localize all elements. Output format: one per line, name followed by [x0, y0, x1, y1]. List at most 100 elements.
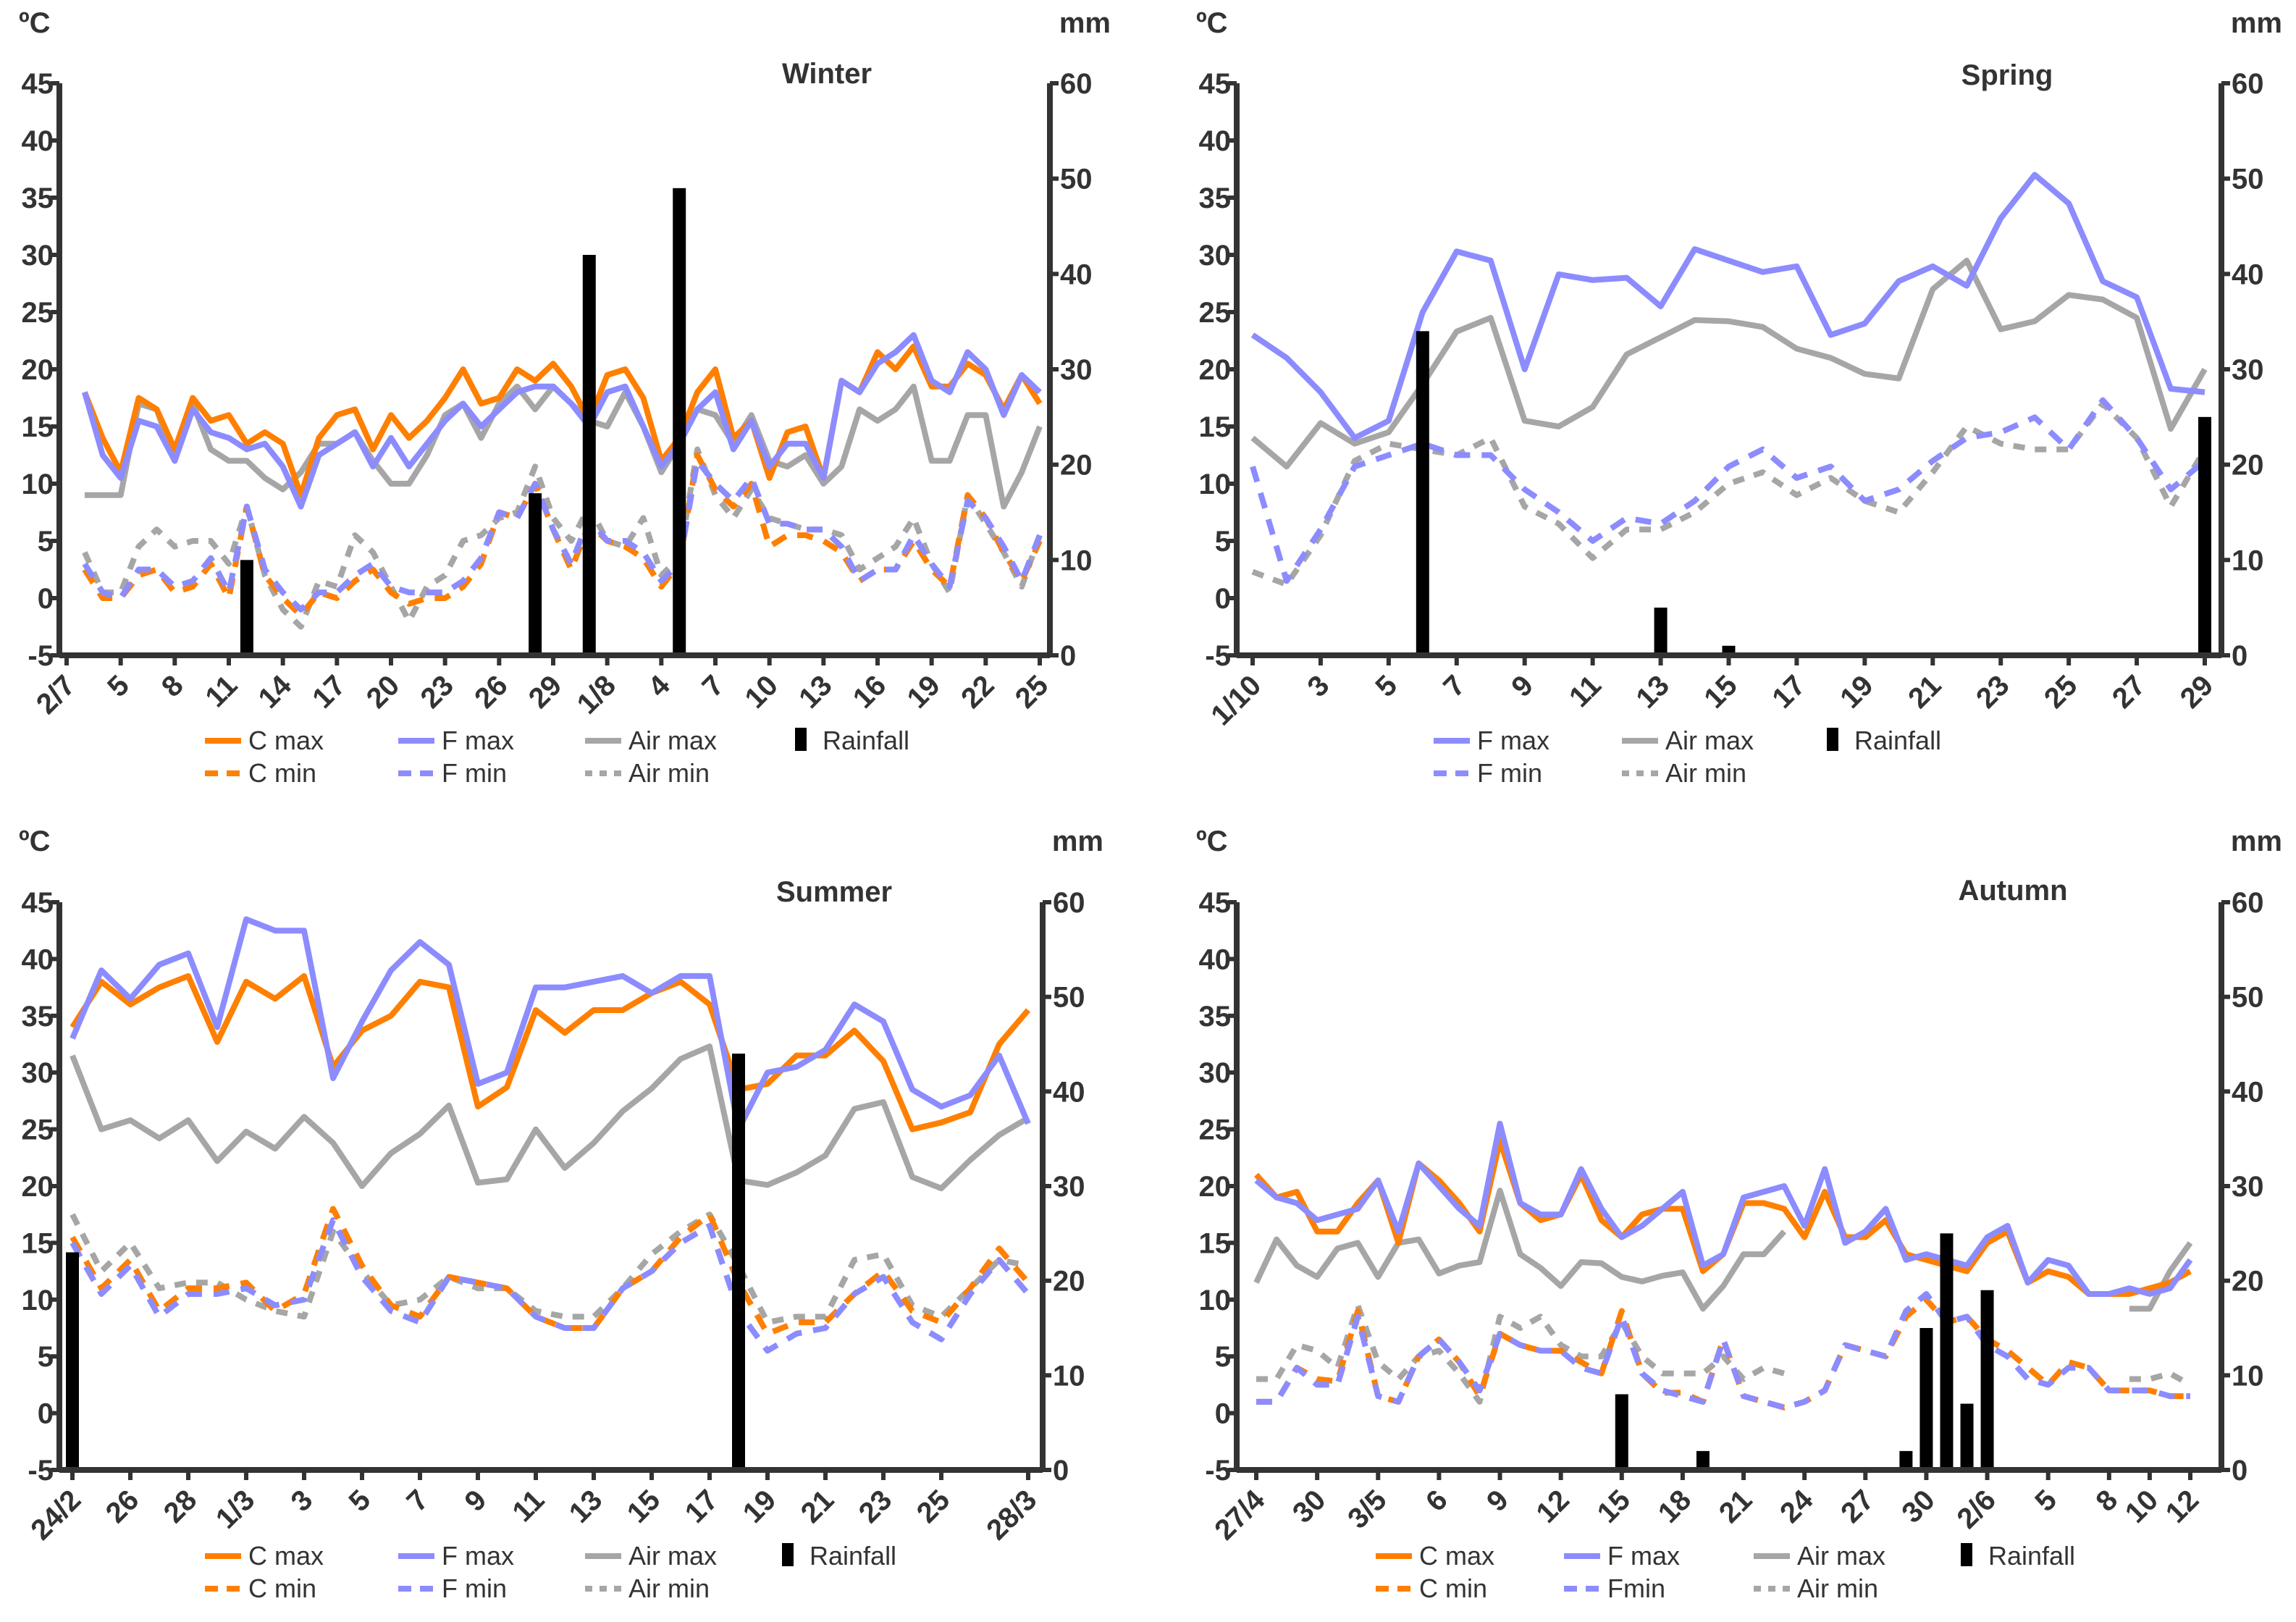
y-tick-label-left: 45: [1199, 68, 1232, 100]
series-line-f-min: [1250, 397, 2207, 584]
y-axis-label-left: ºC: [1196, 7, 1228, 39]
legend-label: F max: [442, 1541, 514, 1571]
y-tick-label-left: -5: [1205, 640, 1231, 672]
legend-item-f-min: F min: [1434, 758, 1542, 788]
series-line-f-max: [70, 916, 1031, 1133]
legend-item-c-max: C max: [205, 1541, 324, 1571]
legend-item-c-min: C min: [205, 758, 316, 788]
x-tick-label: 19: [737, 1484, 783, 1529]
series-line-c-max: [70, 972, 1031, 1133]
y-tick-label-right: 30: [1053, 1171, 1085, 1203]
chart-title: Summer: [776, 876, 892, 908]
legend-label: C min: [248, 1573, 316, 1603]
x-tick-label: 17: [1766, 669, 1812, 715]
rainfall-bar: [1919, 1328, 1933, 1470]
y-tick-label-right: 40: [2232, 1076, 2264, 1108]
legend-item-rain: Rainfall: [1961, 1541, 2075, 1571]
x-tick-label: 12: [2160, 1484, 2205, 1529]
y-tick-label-left: 45: [22, 68, 54, 100]
series-line-f-max: [82, 332, 1042, 510]
y-tick-label-right: 10: [1060, 545, 1093, 576]
y-tick-label-right: 30: [2232, 354, 2264, 386]
x-tick-label: 21: [1902, 669, 1948, 715]
legend-item-air-min: Air min: [1622, 758, 1746, 788]
x-tick-label: 3/5: [1342, 1484, 1392, 1534]
legend-item-air-max: Air max: [585, 1541, 717, 1571]
legend-label: C max: [248, 726, 324, 755]
legend-item-air-max: Air max: [1622, 726, 1754, 755]
y-tick-label-right: 20: [2232, 1266, 2264, 1298]
legend-item-c-min: C min: [1376, 1573, 1487, 1603]
series-line-air-min: [1256, 1302, 1786, 1405]
x-tick-label: 18: [1652, 1484, 1698, 1529]
legend-label: Rainfall: [823, 726, 909, 755]
x-tick-label: 13: [563, 1484, 609, 1529]
y-tick-label-left: 0: [38, 583, 54, 615]
x-tick-label: 11: [1563, 669, 1607, 713]
x-tick-label: 30: [1287, 1484, 1332, 1529]
y-tick-label-left: 35: [22, 182, 54, 214]
series-line-air-max: [70, 1043, 1030, 1192]
y-tick-label-left: 5: [38, 526, 54, 558]
x-tick-label: 2/7: [30, 669, 81, 720]
legend-label: C max: [248, 1541, 324, 1571]
x-tick-label: 2/6: [1951, 1484, 2001, 1534]
x-tick-label: 7: [697, 669, 731, 703]
y-tick-label-left: 15: [22, 1227, 54, 1259]
legend-label: Rainfall: [1854, 726, 1941, 755]
x-tick-label: 13: [793, 669, 838, 715]
legend-item-c-max: C max: [1376, 1541, 1494, 1571]
y-tick-label-right: 30: [2232, 1171, 2264, 1203]
legend-label: F max: [1477, 726, 1549, 755]
rainfall-bar: [1940, 1233, 1954, 1470]
x-tick-label: 13: [1630, 669, 1675, 715]
x-tick-label: 27/4: [1208, 1484, 1271, 1547]
x-tick-label: 21: [1713, 1484, 1759, 1529]
y-tick-label-left: 10: [1199, 468, 1232, 500]
y-tick-label-right: 40: [2232, 259, 2264, 290]
legend-label: Air min: [1665, 758, 1746, 788]
legend-label: Air max: [1797, 1541, 1885, 1571]
y-tick-label-left: 40: [22, 944, 54, 975]
x-tick-label: 15: [1591, 1484, 1637, 1529]
y-tick-label-left: 40: [1199, 944, 1232, 975]
y-tick-label-left: 20: [22, 1171, 54, 1203]
legend-label: Air max: [1665, 726, 1754, 755]
x-tick-label: 1/8: [571, 669, 622, 720]
series-line-air-max: [1253, 1188, 1787, 1312]
series-line-air-min: [70, 1211, 1029, 1326]
y-tick-label-right: 50: [1053, 982, 1085, 1014]
y-tick-label-left: 45: [22, 887, 54, 919]
y-tick-label-right: 30: [1060, 354, 1093, 386]
x-tick-label: 24/2: [25, 1484, 87, 1546]
x-tick-label: 20: [361, 669, 406, 715]
y-axis-label-left: ºC: [19, 825, 51, 857]
y-tick-label-right: 50: [1060, 164, 1093, 196]
rainfall-bar: [1696, 1450, 1710, 1470]
y-tick-label-right: 50: [2232, 164, 2264, 196]
legend-swatch-rainfall: [1827, 728, 1838, 751]
y-tick-label-left: 20: [1199, 1171, 1232, 1203]
legend-item-f-max: F max: [398, 1541, 514, 1571]
legend-label: C min: [1419, 1573, 1487, 1603]
y-tick-label-left: 0: [1215, 1398, 1231, 1430]
rainfall-bar: [529, 493, 542, 655]
y-tick-label-right: 0: [2232, 1455, 2247, 1487]
legend-item-rain: Rainfall: [795, 726, 909, 755]
legend-label: F min: [442, 758, 507, 788]
y-tick-label-right: 40: [1053, 1076, 1085, 1108]
series-line-c-min: [70, 1206, 1031, 1337]
legend-swatch-rainfall: [795, 728, 807, 751]
y-tick-label-right: 0: [1053, 1455, 1069, 1487]
x-tick-label: 23: [853, 1484, 899, 1529]
x-tick-label: 19: [901, 669, 946, 715]
y-tick-label-left: 30: [1199, 1057, 1232, 1089]
legend-label: C min: [248, 758, 316, 788]
x-tick-label: 25: [1009, 669, 1055, 715]
x-tick-label: 25: [911, 1484, 956, 1529]
x-tick-label: 19: [1834, 669, 1880, 715]
y-tick-label-right: 10: [1053, 1360, 1085, 1392]
